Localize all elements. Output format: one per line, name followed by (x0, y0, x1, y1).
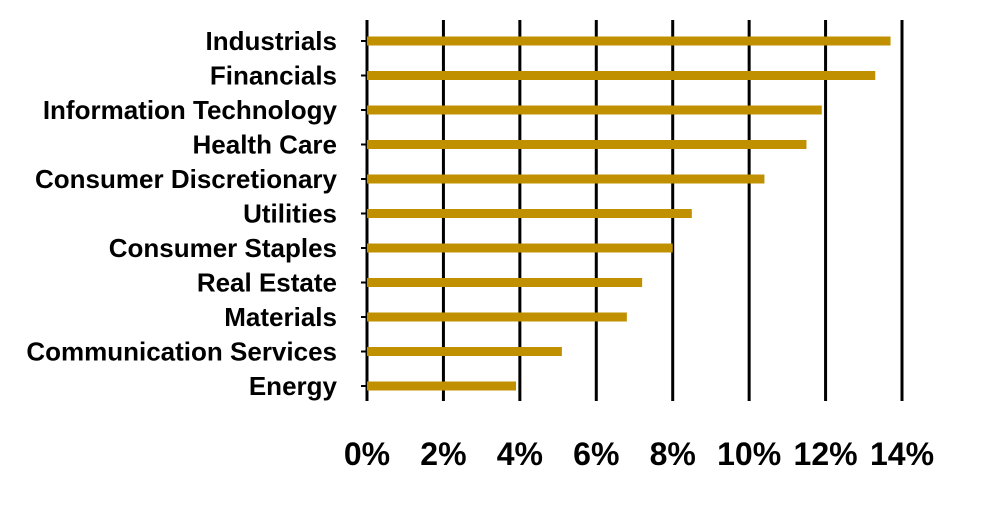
bar (367, 278, 643, 287)
bar (367, 243, 673, 253)
bar (367, 36, 891, 46)
category-label: Materials (224, 302, 337, 332)
category-label: Health Care (193, 130, 338, 160)
category-labels: Industrials Financials Information Technol… (26, 26, 337, 401)
bar (367, 312, 627, 322)
x-tick-label: 14% (870, 436, 934, 472)
category-label: Real Estate (197, 268, 337, 298)
category-label: Communication Services (26, 337, 337, 367)
x-tick-labels: 0% 2% 4% 6% 8% 10% 12% 14% (344, 436, 934, 472)
bar (367, 347, 562, 356)
category-label: Information Technology (43, 95, 338, 125)
x-tick-label: 2% (420, 436, 466, 472)
category-label: Financials (210, 61, 337, 91)
x-tick-label: 12% (794, 436, 858, 472)
category-label: Energy (249, 371, 338, 401)
category-label: Consumer Staples (109, 233, 337, 263)
x-tick-label: 6% (573, 436, 619, 472)
bar (367, 209, 692, 218)
x-tick-label: 4% (497, 436, 543, 472)
category-label: Industrials (206, 26, 337, 56)
category-label: Utilities (243, 199, 337, 229)
bar (367, 381, 517, 391)
category-label: Consumer Discretionary (35, 164, 338, 194)
bars (367, 36, 891, 391)
bar (367, 140, 807, 149)
x-tick-label: 8% (650, 436, 696, 472)
bar (367, 105, 822, 115)
bar (367, 71, 876, 80)
bar (367, 174, 765, 184)
x-tick-label: 0% (344, 436, 390, 472)
x-tick-label: 10% (717, 436, 781, 472)
